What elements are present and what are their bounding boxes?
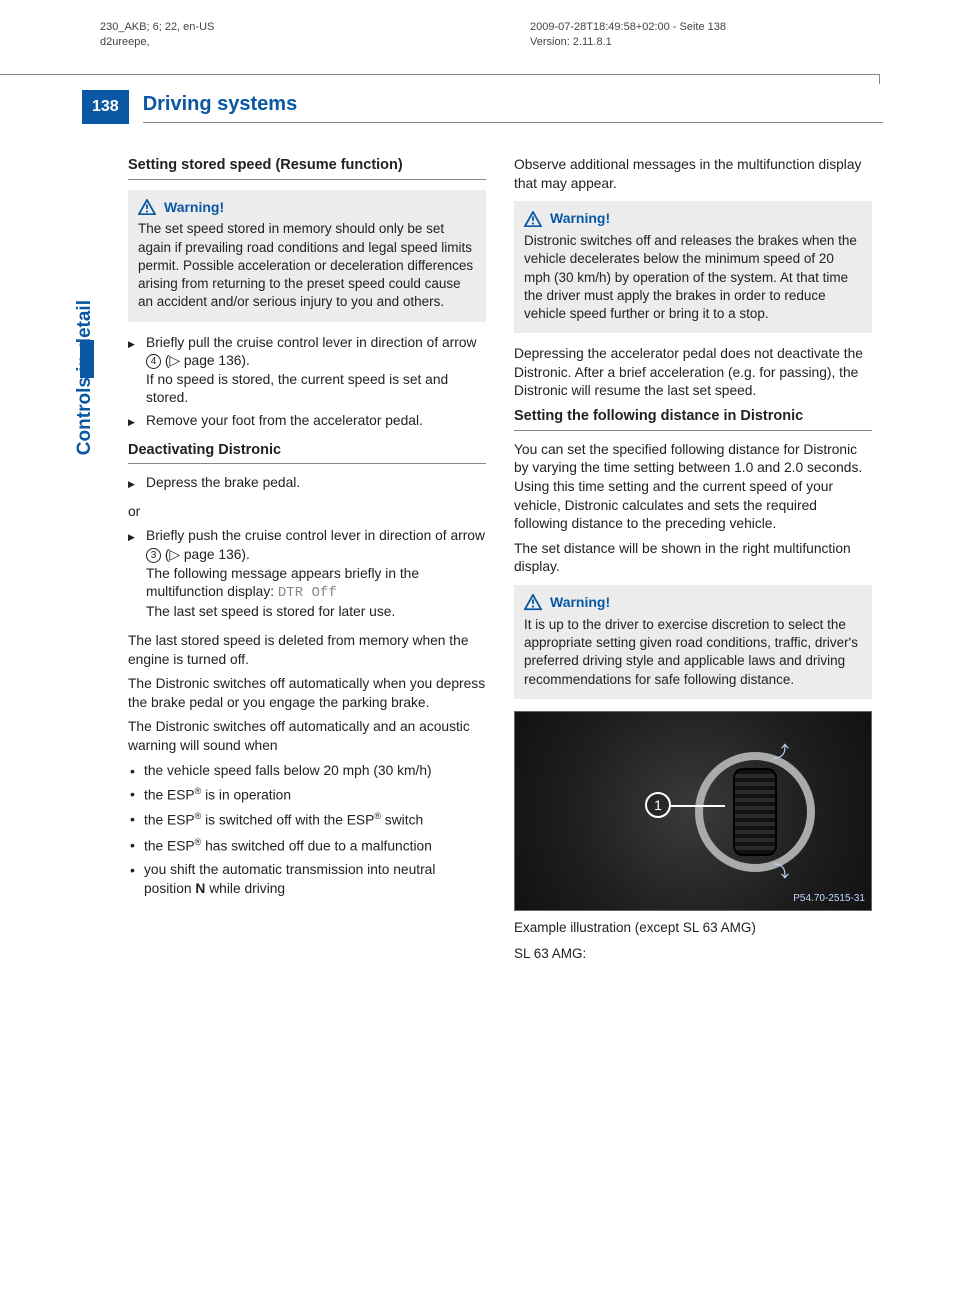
warning-title: Warning! [550, 209, 610, 228]
instruction-list: Briefly push the cruise control lever in… [128, 527, 486, 621]
header-rule [0, 74, 880, 75]
warning-box: Warning! The set speed stored in memory … [128, 190, 486, 322]
warning-title: Warning! [164, 198, 224, 217]
column-left: Setting stored speed (Resume function) W… [128, 150, 486, 963]
body-text: The last stored speed is deleted from me… [128, 632, 486, 669]
list-item: the ESP® has switched off due to a malfu… [128, 836, 486, 856]
figure-arrow-icon: ⤵ [773, 862, 789, 884]
gear-letter: N [195, 881, 205, 896]
manual-page: 230_AKB; 6; 22, en-US d2ureepe, 2009-07-… [0, 0, 954, 1294]
figure-dial [695, 752, 815, 872]
display-code: DTR Off [278, 585, 337, 601]
list-item: the ESP® is switched off with the ESP® s… [128, 810, 486, 830]
warning-title: Warning! [550, 593, 610, 612]
subheading: Setting the following distance in Distro… [514, 407, 872, 431]
meta-line: Version: 2.11.8.1 [530, 35, 726, 50]
warning-heading: Warning! [524, 593, 862, 612]
text: The following message appears briefly in… [146, 565, 486, 604]
warning-text: Distronic switches off and releases the … [524, 232, 862, 323]
column-right: Observe additional messages in the multi… [514, 150, 872, 963]
meta-line: d2ureepe, [100, 35, 214, 50]
body-text: or [128, 503, 486, 522]
text: (▷ page 136). [161, 547, 250, 562]
text: (▷ page 136). [161, 353, 250, 368]
subheading: Deactivating Distronic [128, 441, 486, 465]
list-item: the ESP® is in operation [128, 785, 486, 805]
body-text: The Distronic switches off automatically… [128, 718, 486, 755]
warning-text: It is up to the driver to exercise discr… [524, 616, 862, 689]
figure-thumbwheel [733, 768, 777, 856]
text: Briefly push the cruise control lever in… [146, 528, 485, 543]
warning-box: Warning! Distronic switches off and rele… [514, 201, 872, 333]
instruction-item: Remove your foot from the accelerator pe… [128, 412, 486, 431]
figure-caption: SL 63 AMG: [514, 945, 872, 963]
callout-number: 3 [146, 548, 161, 563]
warning-heading: Warning! [138, 198, 476, 217]
figure-caption: Example illustration (except SL 63 AMG) [514, 919, 872, 937]
instruction-list: Briefly pull the cruise control lever in… [128, 334, 486, 431]
warning-icon [524, 211, 542, 227]
figure-arrow-icon: ⤴ [773, 742, 789, 764]
page-number: 138 [82, 90, 129, 124]
warning-text: The set speed stored in memory should on… [138, 220, 476, 311]
warning-icon [138, 199, 156, 215]
section-side-marker [80, 340, 94, 378]
meta-line: 2009-07-28T18:49:58+02:00 - Seite 138 [530, 20, 726, 35]
subheading: Setting stored speed (Resume function) [128, 156, 486, 180]
instruction-item: Briefly push the cruise control lever in… [128, 527, 486, 621]
callout-number: 4 [146, 354, 161, 369]
warning-box: Warning! It is up to the driver to exerc… [514, 585, 872, 699]
text: If no speed is stored, the current speed… [146, 371, 486, 408]
figure-code: P54.70-2515-31 [793, 892, 865, 906]
figure-callout: 1 [645, 792, 671, 818]
warning-icon [524, 594, 542, 610]
figure-leader-line [671, 805, 725, 807]
meta-line: 230_AKB; 6; 22, en-US [100, 20, 214, 35]
warning-heading: Warning! [524, 209, 862, 228]
body-text: The set distance will be shown in the ri… [514, 540, 872, 577]
reg-mark: ® [374, 811, 381, 821]
instruction-list: Depress the brake pedal. [128, 474, 486, 493]
body-text: You can set the specified following dist… [514, 441, 872, 534]
content-columns: Setting stored speed (Resume function) W… [128, 150, 873, 963]
body-text: Depressing the accelerator pedal does no… [514, 345, 872, 401]
section-side-tab: Controls in detail [72, 145, 98, 300]
doc-meta-left: 230_AKB; 6; 22, en-US d2ureepe, [100, 20, 214, 50]
instruction-item: Depress the brake pedal. [128, 474, 486, 493]
instruction-item: Briefly pull the cruise control lever in… [128, 334, 486, 409]
doc-meta-right: 2009-07-28T18:49:58+02:00 - Seite 138 Ve… [530, 20, 726, 50]
page-title: Driving systems [143, 91, 883, 123]
header-corner [879, 74, 880, 84]
page-header: 138 Driving systems [82, 90, 883, 124]
body-text: The Distronic switches off automatically… [128, 675, 486, 712]
body-text: Observe additional messages in the multi… [514, 156, 872, 193]
list-item: you shift the automatic transmission int… [128, 861, 486, 898]
text: Briefly pull the cruise control lever in… [146, 335, 477, 350]
list-item: the vehicle speed falls below 20 mph (30… [128, 762, 486, 781]
bullet-list: the vehicle speed falls below 20 mph (30… [128, 762, 486, 899]
distronic-dial-figure: ⤴ ⤵ 1 P54.70-2515-31 [514, 711, 872, 911]
text: The last set speed is stored for later u… [146, 603, 486, 622]
